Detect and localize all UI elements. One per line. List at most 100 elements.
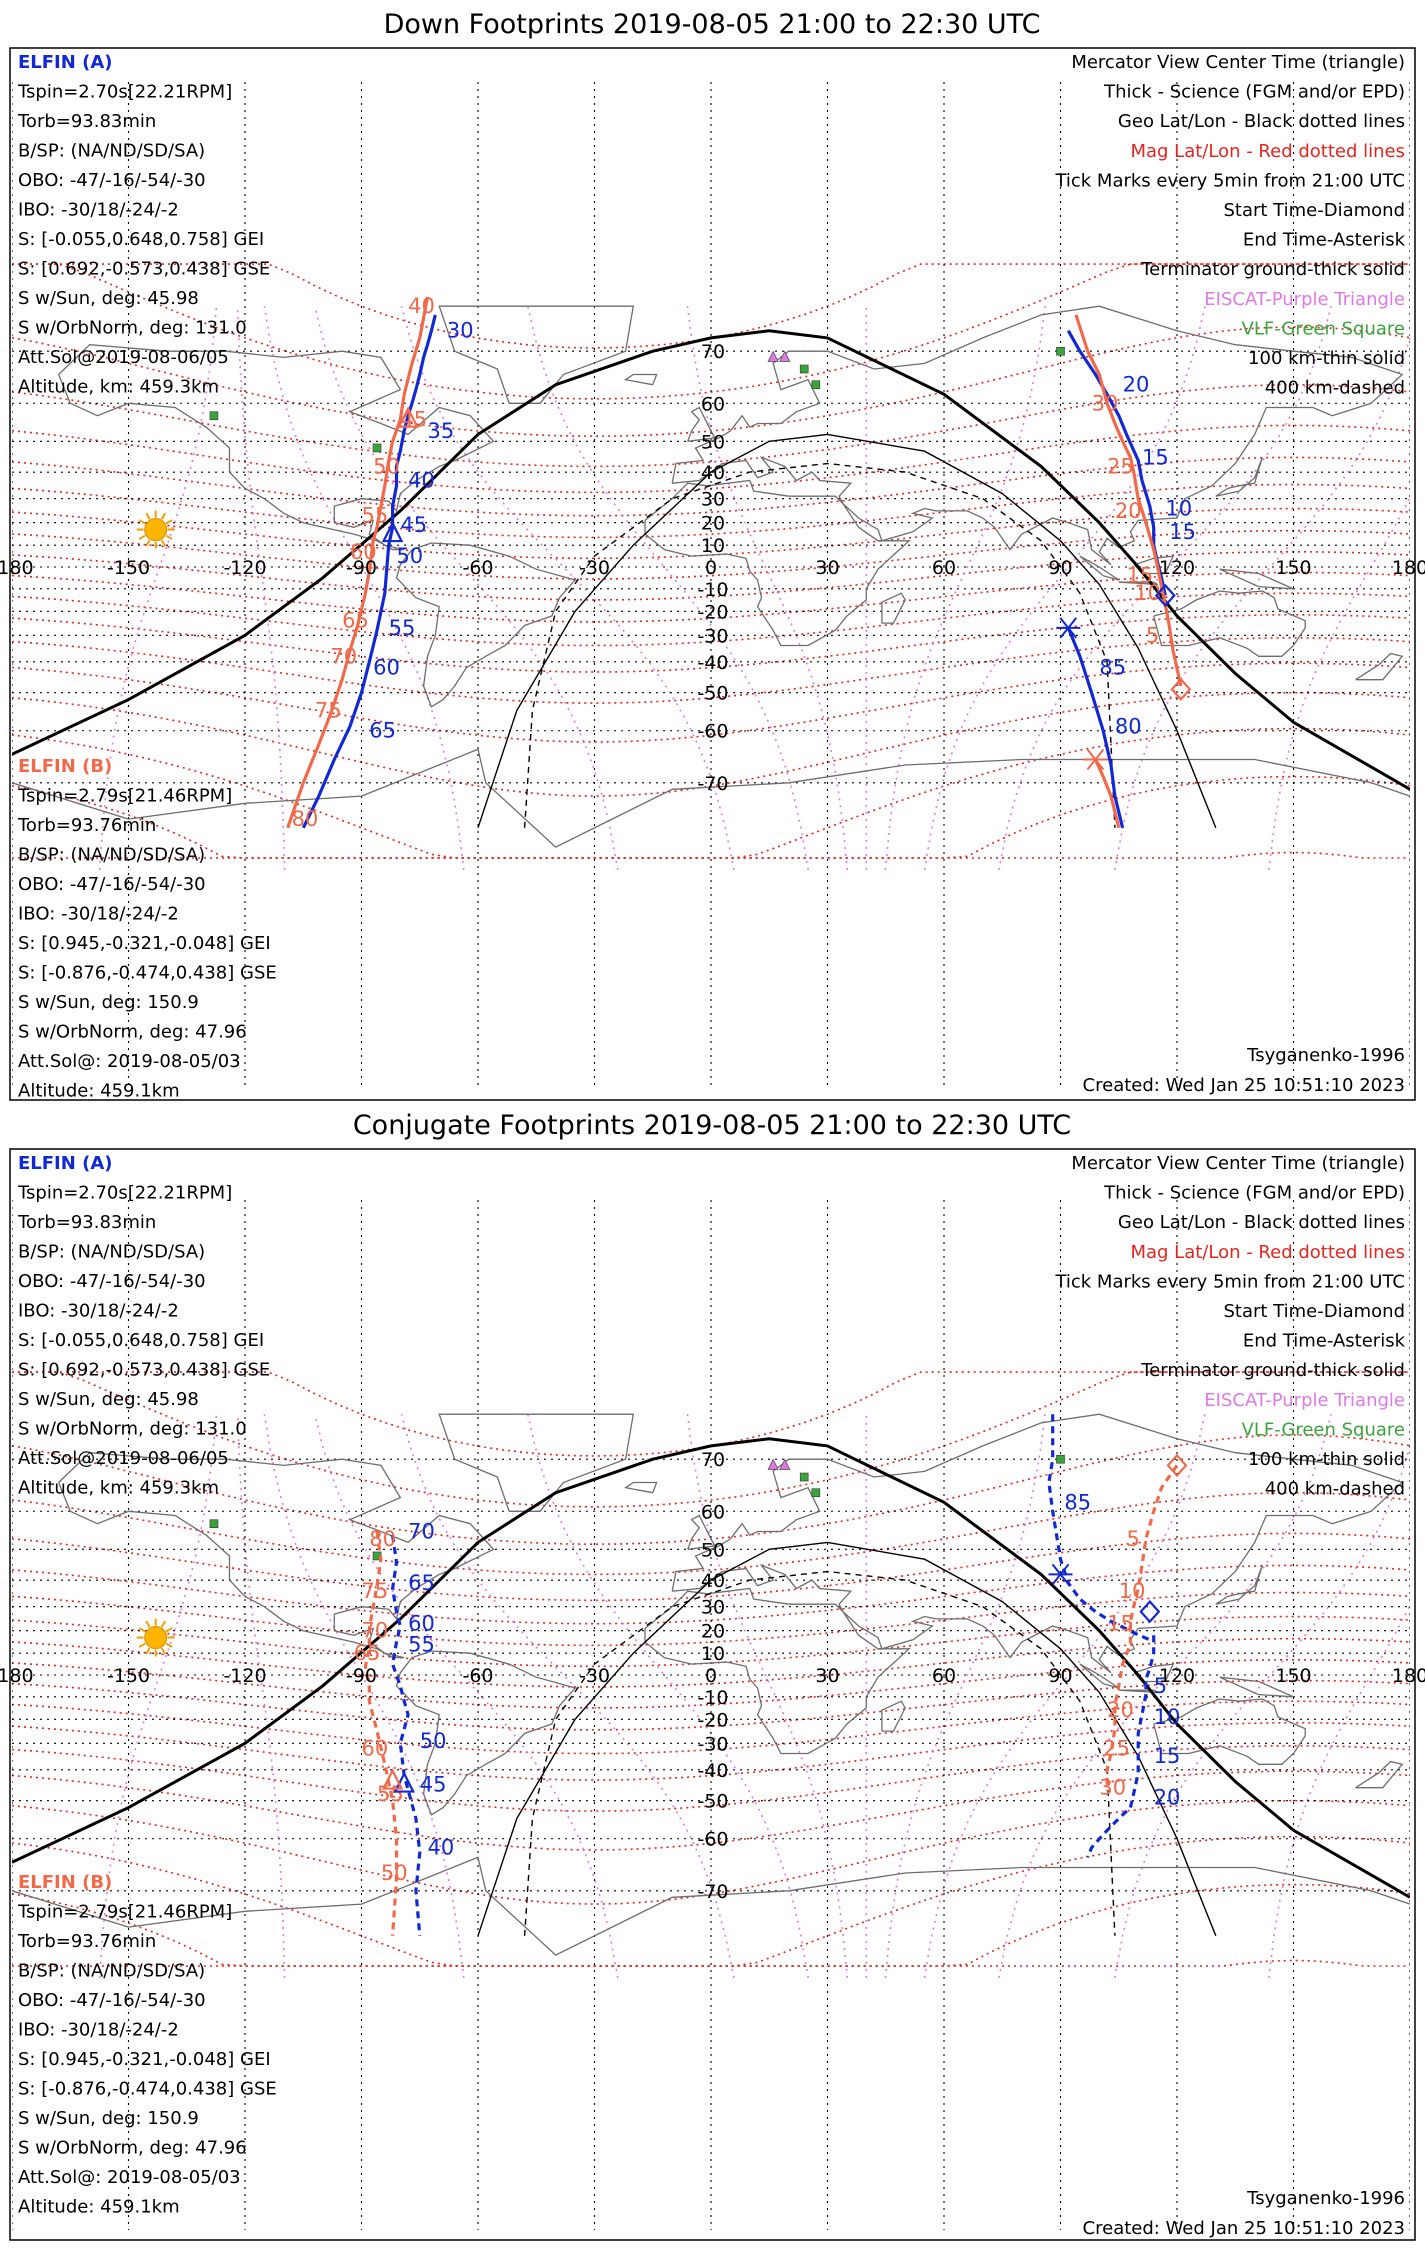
lat-tick-label: -20 — [697, 1709, 728, 1731]
coastline — [1215, 457, 1264, 497]
elfin-b-track — [1074, 314, 1183, 687]
sun-disc — [144, 518, 168, 542]
track-time-label: 20 — [1154, 1785, 1181, 1809]
lon-tick-label: -180 — [0, 557, 34, 579]
legend-item: EISCAT-Purple Triangle — [1204, 1390, 1405, 1411]
panel-frame — [9, 1148, 1416, 2241]
coastline — [644, 479, 911, 647]
track-time-label: 80 — [369, 1527, 396, 1551]
track-time-label: 15 — [1107, 1612, 1134, 1636]
legend-item: Thick - Science (FGM and/or EPD) — [1103, 82, 1405, 103]
track-time-label: 20 — [1123, 373, 1150, 397]
mag-lat-line — [12, 1532, 1410, 1602]
mag-lat-line — [12, 851, 1410, 859]
legend-item: Geo Lat/Lon - Black dotted lines — [1118, 1212, 1405, 1233]
sun-ray — [165, 519, 173, 525]
sun-ray — [165, 1627, 173, 1633]
track-time-label: 40 — [408, 294, 435, 318]
elfin-a-info-line: OBO: -47/-16/-54/-30 — [18, 170, 206, 191]
lon-tick-label: -30 — [579, 557, 610, 579]
lon-tick-label: -90 — [346, 1665, 377, 1687]
coastline — [57, 1452, 495, 1659]
elfin-a-info-line: Att.Sol@2019-08-06/05 — [18, 1448, 229, 1469]
created-label: Created: Wed Jan 25 10:51:10 2023 — [1083, 2218, 1405, 2239]
vlf-square-icon — [372, 443, 382, 453]
track-time-label: 65 — [408, 1571, 435, 1595]
track-time-label: 55 — [408, 1632, 435, 1656]
track-time-label: 55 — [389, 616, 416, 640]
lat-tick-label: 10 — [701, 535, 725, 557]
coastline — [881, 1700, 906, 1732]
lat-tick-label: 60 — [701, 1501, 725, 1523]
elfin-b-track — [1105, 1464, 1179, 1791]
track-time-label: 60 — [408, 1612, 435, 1636]
center-time-triangle-icon — [381, 520, 404, 543]
mag-lat-line — [12, 1371, 1410, 1457]
lat-tick-label: -40 — [697, 652, 728, 674]
eiscat-triangle-icon — [779, 350, 791, 362]
elfin-a-info-line: IBO: -30/18/-24/-2 — [18, 1301, 179, 1322]
terminator-400km — [523, 462, 1116, 828]
model-label: Tsyganenko-1996 — [1246, 2188, 1405, 2209]
lon-tick-label: 180 — [1392, 1665, 1425, 1687]
track-time-label: 50 — [381, 1861, 408, 1885]
lat-tick-label: -70 — [697, 773, 728, 795]
track-time-label: 45 — [420, 1773, 447, 1797]
coastline — [881, 592, 906, 624]
coastline — [1355, 1760, 1404, 1789]
sun-disc — [144, 1626, 168, 1650]
legend-item: End Time-Asterisk — [1243, 230, 1406, 251]
track-time-label: 35 — [428, 419, 455, 443]
sun-ray — [160, 1620, 167, 1628]
track-time-label: 10 — [1134, 581, 1161, 605]
track-time-label: 10 — [1165, 497, 1192, 521]
mag-lat-line — [12, 1835, 1410, 1967]
legend-item: Mercator View Center Time (triangle) — [1071, 52, 1405, 73]
coastline — [1219, 1676, 1294, 1698]
elfin-b-info-line: Torb=93.76min — [17, 815, 156, 836]
mag-lat-line — [12, 1491, 1410, 1576]
elfin-b-info-line: Tspin=2.79s[21.46RPM] — [17, 1902, 232, 1923]
track-time-label: 15 — [1127, 564, 1154, 588]
elfin-b-info-line: B/SP: (NA/ND/SD/SA) — [18, 845, 205, 866]
elfin-b-info-line: S w/OrbNorm, deg: 47.96 — [18, 2138, 247, 2159]
lon-tick-label: 180 — [1392, 557, 1425, 579]
elfin-b-info-line: S w/Sun, deg: 150.9 — [18, 992, 199, 1013]
mag-lat-line — [12, 1770, 1410, 1851]
mag-lat-line — [12, 507, 1410, 560]
lat-tick-label: 40 — [701, 1570, 725, 1592]
vlf-square-icon — [1056, 346, 1065, 356]
terminator-100km — [477, 433, 1217, 829]
legend-item: Mercator View Center Time (triangle) — [1071, 1153, 1405, 1174]
coastline — [12, 1856, 1410, 1956]
mag-lon-line — [998, 305, 1332, 871]
coastline — [623, 1481, 658, 1494]
elfin-b-info-line: Torb=93.76min — [17, 1931, 156, 1952]
elfin-a-info-line: Altitude, km: 459.3km — [18, 1478, 219, 1499]
sun-ray — [160, 1647, 167, 1655]
coastline — [1079, 555, 1120, 581]
elfin-b-info-line: S: [-0.876,-0.474,0.438] GSE — [18, 963, 277, 984]
sun-icon — [136, 510, 175, 549]
elfin-b-info-line: OBO: -47/-16/-54/-30 — [18, 1990, 206, 2011]
elfin-a-info-line: S: [-0.055,0.648,0.758] GEI — [18, 1330, 264, 1351]
track-time-label: 30 — [1092, 391, 1119, 415]
elfin-b-info-line: B/SP: (NA/ND/SD/SA) — [18, 1961, 205, 1982]
elfin-a-info-line: B/SP: (NA/ND/SD/SA) — [18, 141, 205, 162]
track-time-label: 15 — [1142, 445, 1169, 469]
end-time-asterisk-icon — [1083, 748, 1108, 771]
legend-item: Tick Marks every 5min from 21:00 UTC — [1054, 1271, 1405, 1292]
legend-item: Tick Marks every 5min from 21:00 UTC — [1054, 170, 1405, 191]
elfin-b-name: ELFIN (B) — [18, 1872, 112, 1893]
asterisk-stroke — [1051, 1563, 1070, 1586]
mag-lon-line — [884, 306, 1046, 870]
coastline — [395, 542, 577, 708]
lat-tick-label: -50 — [697, 1791, 728, 1813]
track-time-label: 30 — [447, 319, 474, 343]
lon-tick-label: -150 — [107, 557, 150, 579]
track-time-label: 5 — [1127, 1527, 1140, 1551]
elfin-b-info-line: Altitude: 459.1km — [18, 1081, 180, 1102]
terminator-400km — [523, 1570, 1116, 1936]
track-time-label: 30 — [1099, 1776, 1126, 1800]
